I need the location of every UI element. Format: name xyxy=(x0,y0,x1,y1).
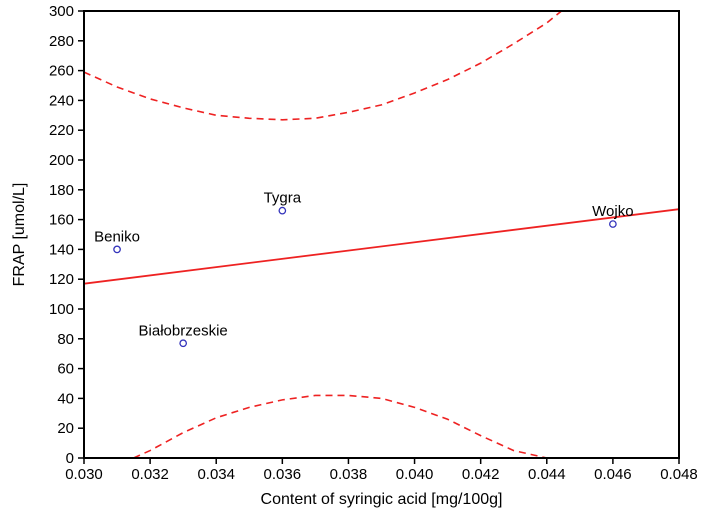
x-tick-label: 0.030 xyxy=(65,466,103,483)
plot-series-group xyxy=(84,11,679,458)
x-tick-label: 0.038 xyxy=(330,466,368,483)
y-tick-label: 80 xyxy=(57,331,74,348)
y-tick-label: 40 xyxy=(57,390,74,407)
y-tick-label: 100 xyxy=(49,301,74,318)
data-point xyxy=(278,206,287,215)
y-tick-label: 220 xyxy=(49,122,74,139)
x-tick-label: 0.040 xyxy=(396,466,434,483)
plot-area xyxy=(84,11,679,458)
y-tick-label: 120 xyxy=(49,271,74,288)
y-tick-label: 160 xyxy=(49,212,74,229)
point-label: Tygra xyxy=(264,190,302,207)
point-label: Białobrzeskie xyxy=(139,322,228,339)
x-tick-label: 0.042 xyxy=(462,466,500,483)
confidence-band-upper xyxy=(84,11,563,121)
x-tick-label: 0.048 xyxy=(660,466,698,483)
x-tick-label: 0.036 xyxy=(264,466,302,483)
data-point xyxy=(113,245,121,254)
data-point xyxy=(609,220,617,228)
y-tick-label: 240 xyxy=(49,92,74,109)
y-tick-label: 300 xyxy=(49,3,74,20)
x-tick-label: 0.034 xyxy=(197,466,235,483)
x-tick-label: 0.032 xyxy=(131,466,169,483)
confidence-band-lower xyxy=(133,394,547,458)
y-tick-label: 60 xyxy=(57,361,74,378)
point-label: Beniko xyxy=(94,228,140,245)
y-tick-label: 180 xyxy=(49,182,74,199)
data-point xyxy=(179,339,188,348)
y-tick-label: 280 xyxy=(49,33,74,50)
x-tick-label: 0.044 xyxy=(528,466,566,483)
point-label: Wojko xyxy=(592,203,633,220)
y-tick-label: 20 xyxy=(57,420,74,437)
regression-line xyxy=(84,208,679,285)
y-axis-title: FRAP [umol/L] xyxy=(11,183,28,287)
y-tick-label: 140 xyxy=(49,241,74,258)
plot-frame xyxy=(83,10,680,459)
x-axis-title: Content of syringic acid [mg/100g] xyxy=(261,491,503,508)
y-tick-label: 260 xyxy=(49,63,74,80)
x-tick-label: 0.046 xyxy=(594,466,632,483)
y-tick-label: 200 xyxy=(49,152,74,169)
y-tick-label: 0 xyxy=(66,450,74,467)
